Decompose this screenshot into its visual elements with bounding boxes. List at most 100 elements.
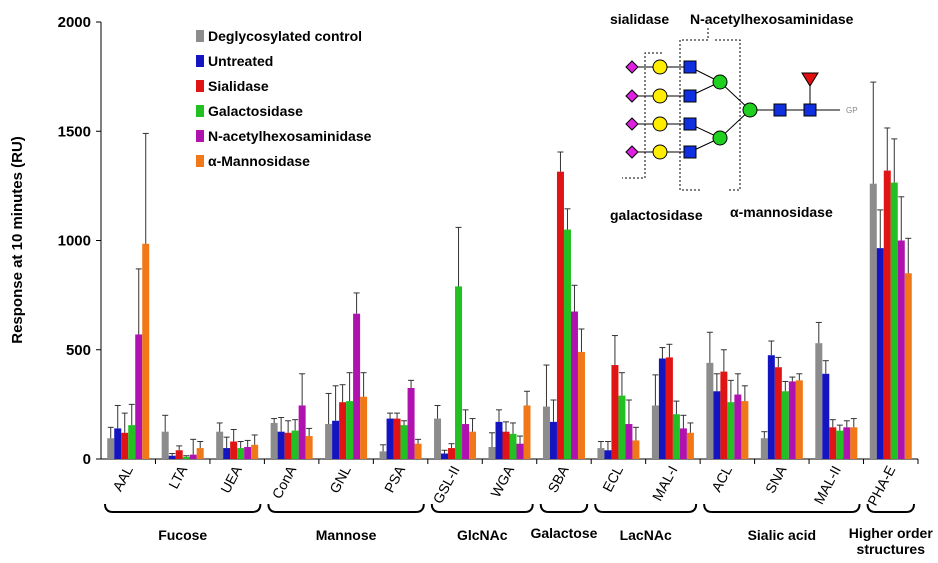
error-bar [135,268,142,335]
bar [488,446,496,459]
error-bar [360,372,367,397]
bar [469,431,477,459]
x-tick-label: MAL-I [649,463,681,503]
y-tick-label: 2000 [58,14,91,31]
bar [890,182,898,459]
bar [135,334,143,459]
group-label: Galactose [530,525,597,541]
error-bar [543,364,550,407]
error-bar [299,373,306,406]
error-bar [597,441,604,449]
group-bracket [430,503,534,513]
bar [284,432,292,459]
error-bar [197,441,204,449]
group-label: GlcNAc [457,527,508,543]
legend-label: Untreated [208,53,273,69]
error-bar [107,426,114,439]
bar [876,248,884,459]
bar [734,394,742,459]
error-bar [557,151,564,172]
x-tick-label: PSA [381,462,409,495]
bar [523,405,531,459]
legend-swatch [196,130,204,142]
bar [760,438,768,459]
error-bar [706,331,713,363]
error-bar [441,449,448,454]
bar [291,430,299,459]
group-label: Mannose [316,527,377,543]
x-tick-label: SNA [762,462,790,496]
error-bar [734,373,741,395]
error-bar [632,426,639,441]
x-tick-label: AAL [109,463,136,494]
error-bar [870,81,877,184]
error-bar [796,373,803,381]
bar [597,448,605,459]
error-bar [489,432,495,447]
bar [414,443,422,459]
bar [379,451,387,459]
group-bracket [104,503,262,513]
error-bar [659,347,666,359]
bar [298,405,306,459]
group-bracket [703,503,861,513]
legend-swatch [196,55,204,67]
error-bar [618,372,625,396]
bar [542,406,550,459]
error-bar [571,284,578,312]
y-tick-label: 1500 [58,123,91,140]
x-tick-label: WGA [487,462,517,500]
error-bar [782,380,789,392]
group-bracket [594,503,698,513]
y-tick-label: 0 [83,451,91,468]
bar [611,365,619,459]
annotation: sialidase [610,11,669,27]
error-bar [325,392,332,425]
bar [632,440,640,459]
legend-label: N-acetylhexosaminidase [208,128,372,144]
bar [904,273,912,459]
x-tick-label: ECL [599,463,626,495]
bar [393,418,401,459]
bar [407,387,415,459]
bar [869,183,877,459]
group-bracket [267,503,425,513]
bar [495,421,503,459]
group-bracket [539,503,589,513]
bar [795,380,803,459]
error-bar [251,434,258,445]
bar [142,243,150,459]
error-bar [524,390,530,406]
error-bar [578,328,585,352]
error-bar [223,436,230,449]
error-bar [666,343,673,358]
bar [516,443,524,459]
error-bar [292,419,299,431]
error-bar [905,237,912,274]
legend-label: Sialidase [208,78,269,94]
error-bar [884,127,891,171]
bar [462,424,470,459]
bar [441,453,449,459]
error-bar [898,196,905,241]
bar [182,456,190,459]
error-bar [162,414,169,432]
y-tick-label: 1000 [58,233,91,250]
annotation: GP [846,106,858,115]
group-bracket [866,503,915,513]
error-bar [401,420,408,426]
legend-swatch [196,155,204,167]
bar [277,431,285,459]
error-bar [877,209,884,249]
error-bar [380,444,387,452]
bar [727,402,735,459]
bar [270,422,278,459]
bar [570,311,578,459]
bar [161,431,169,459]
error-bar [510,422,516,434]
glycan-diagram [622,28,840,191]
error-bar [789,376,796,382]
bar [883,170,891,459]
bar [774,367,782,459]
